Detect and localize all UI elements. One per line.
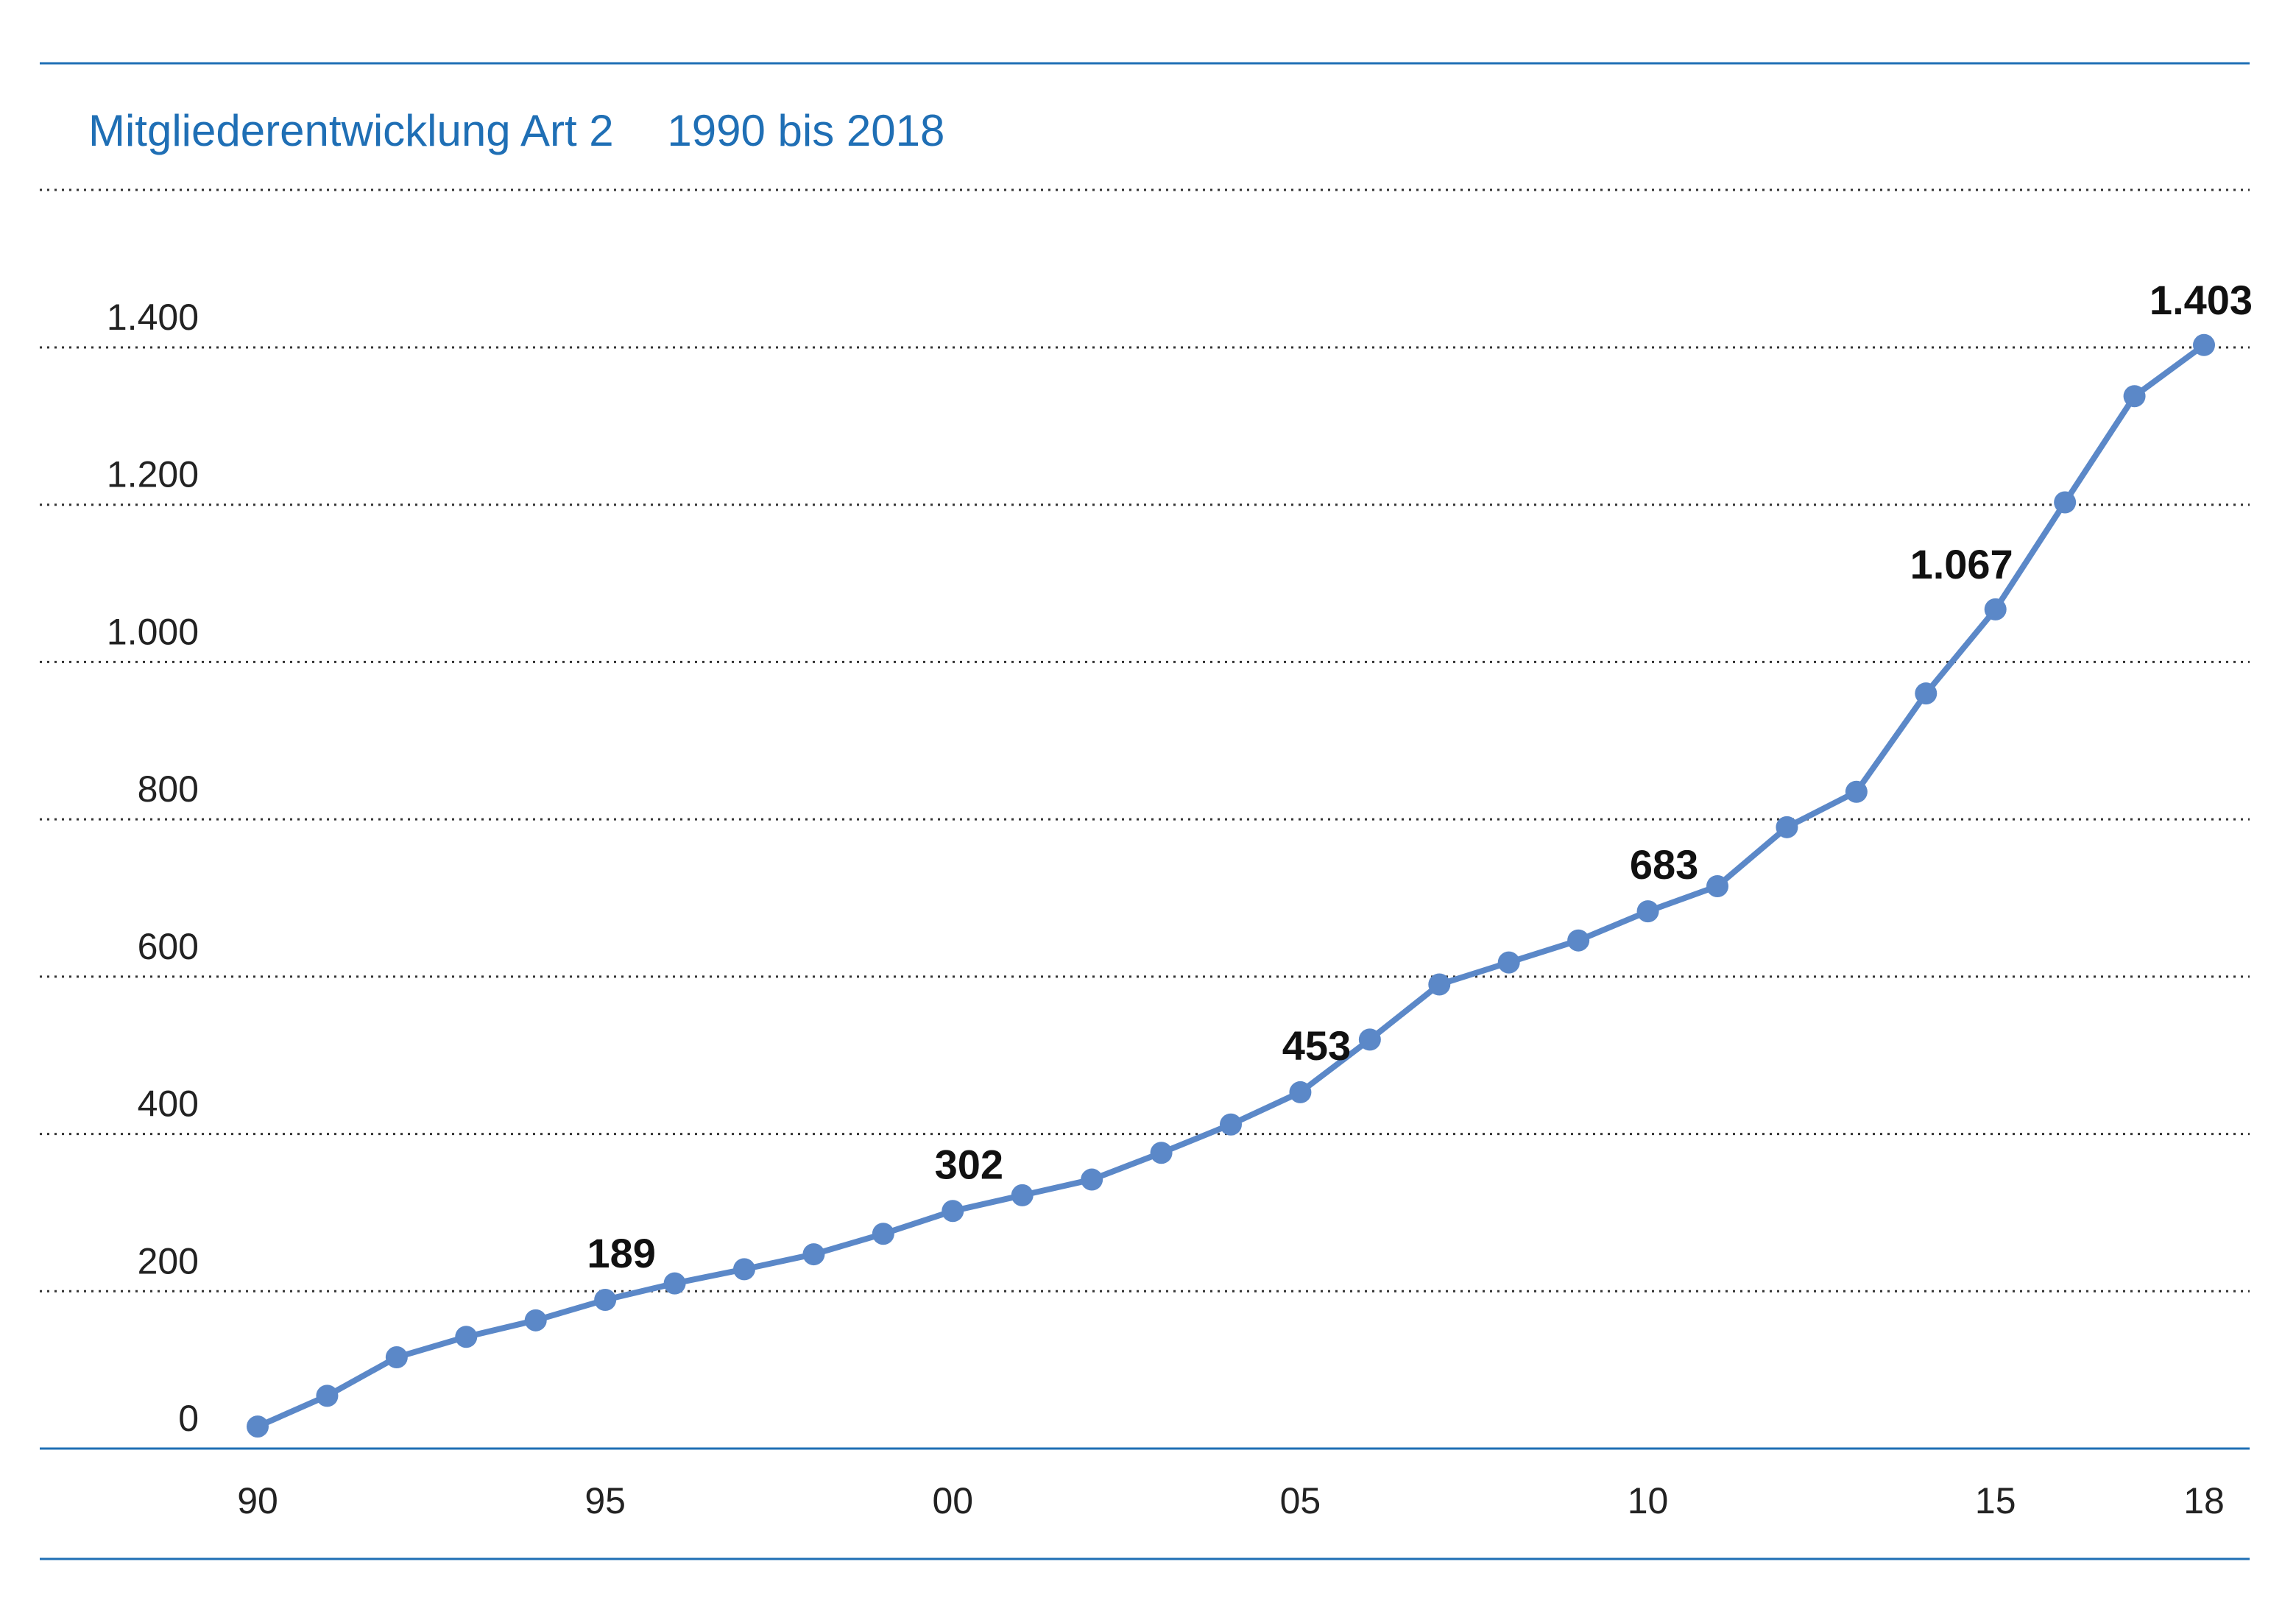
data-point	[1984, 598, 2007, 620]
data-point	[2123, 385, 2146, 408]
x-tick-label: 15	[1975, 1480, 2016, 1521]
data-point	[1567, 929, 1590, 952]
chart-subtitle: 1990 bis 2018	[667, 106, 944, 155]
data-point	[1011, 1184, 1034, 1206]
x-axis-ticks: 90 95 00 05 10 15 18	[237, 1480, 2225, 1521]
y-tick-label: 0	[178, 1398, 199, 1439]
y-tick-label: 1.200	[107, 454, 199, 495]
data-point	[1845, 780, 1868, 803]
x-tick-label: 05	[1280, 1480, 1321, 1521]
data-point	[2193, 333, 2215, 356]
data-label: 1.403	[2150, 277, 2253, 323]
y-tick-label: 1.000	[107, 611, 199, 652]
y-tick-label: 400	[138, 1083, 199, 1125]
gridlines	[40, 346, 2250, 1292]
data-label: 1.067	[1910, 541, 2013, 587]
data-point	[733, 1258, 755, 1281]
data-point	[802, 1243, 825, 1266]
data-point	[1081, 1168, 1103, 1191]
data-point	[1358, 1028, 1381, 1051]
data-point	[1636, 900, 1659, 923]
data-point	[663, 1272, 686, 1295]
data-label: 302	[935, 1141, 1003, 1187]
y-tick-label: 200	[138, 1240, 199, 1281]
data-label: 189	[587, 1230, 655, 1276]
y-tick-label: 1.400	[107, 297, 199, 338]
data-point	[872, 1223, 894, 1245]
data-point	[1915, 682, 1938, 705]
data-point	[1776, 816, 1798, 838]
data-point	[1497, 951, 1520, 974]
chart-title: Mitgliederentwicklung Art 2 1990 bis 201…	[88, 106, 944, 155]
data-point	[1220, 1113, 1242, 1136]
chart-title-main: Mitgliederentwicklung Art 2	[88, 106, 614, 155]
data-labels: 189 302 453 683 1.067 1.403	[587, 277, 2253, 1276]
y-tick-label: 800	[138, 768, 199, 810]
data-point	[1289, 1081, 1312, 1103]
data-point	[455, 1326, 478, 1348]
x-tick-label: 18	[2183, 1480, 2225, 1521]
y-axis-ticks: 0 200 400 600 800 1.000 1.200 1.400	[107, 297, 199, 1439]
series-path	[256, 342, 2206, 1429]
data-point	[316, 1385, 339, 1407]
data-point	[1150, 1142, 1173, 1164]
y-tick-label: 600	[138, 926, 199, 967]
x-tick-label: 95	[584, 1480, 626, 1521]
data-point	[385, 1346, 408, 1369]
data-label: 453	[1282, 1022, 1351, 1069]
series-line	[247, 333, 2215, 1438]
x-tick-label: 10	[1628, 1480, 1669, 1521]
data-point	[247, 1415, 269, 1438]
x-tick-label: 00	[932, 1480, 973, 1521]
x-tick-label: 90	[237, 1480, 278, 1521]
data-point	[942, 1200, 964, 1223]
data-point	[1428, 973, 1451, 996]
data-point	[1706, 874, 1728, 897]
data-point	[2054, 491, 2077, 514]
data-label: 683	[1630, 841, 1698, 888]
data-point	[594, 1289, 617, 1312]
data-point	[524, 1309, 547, 1332]
